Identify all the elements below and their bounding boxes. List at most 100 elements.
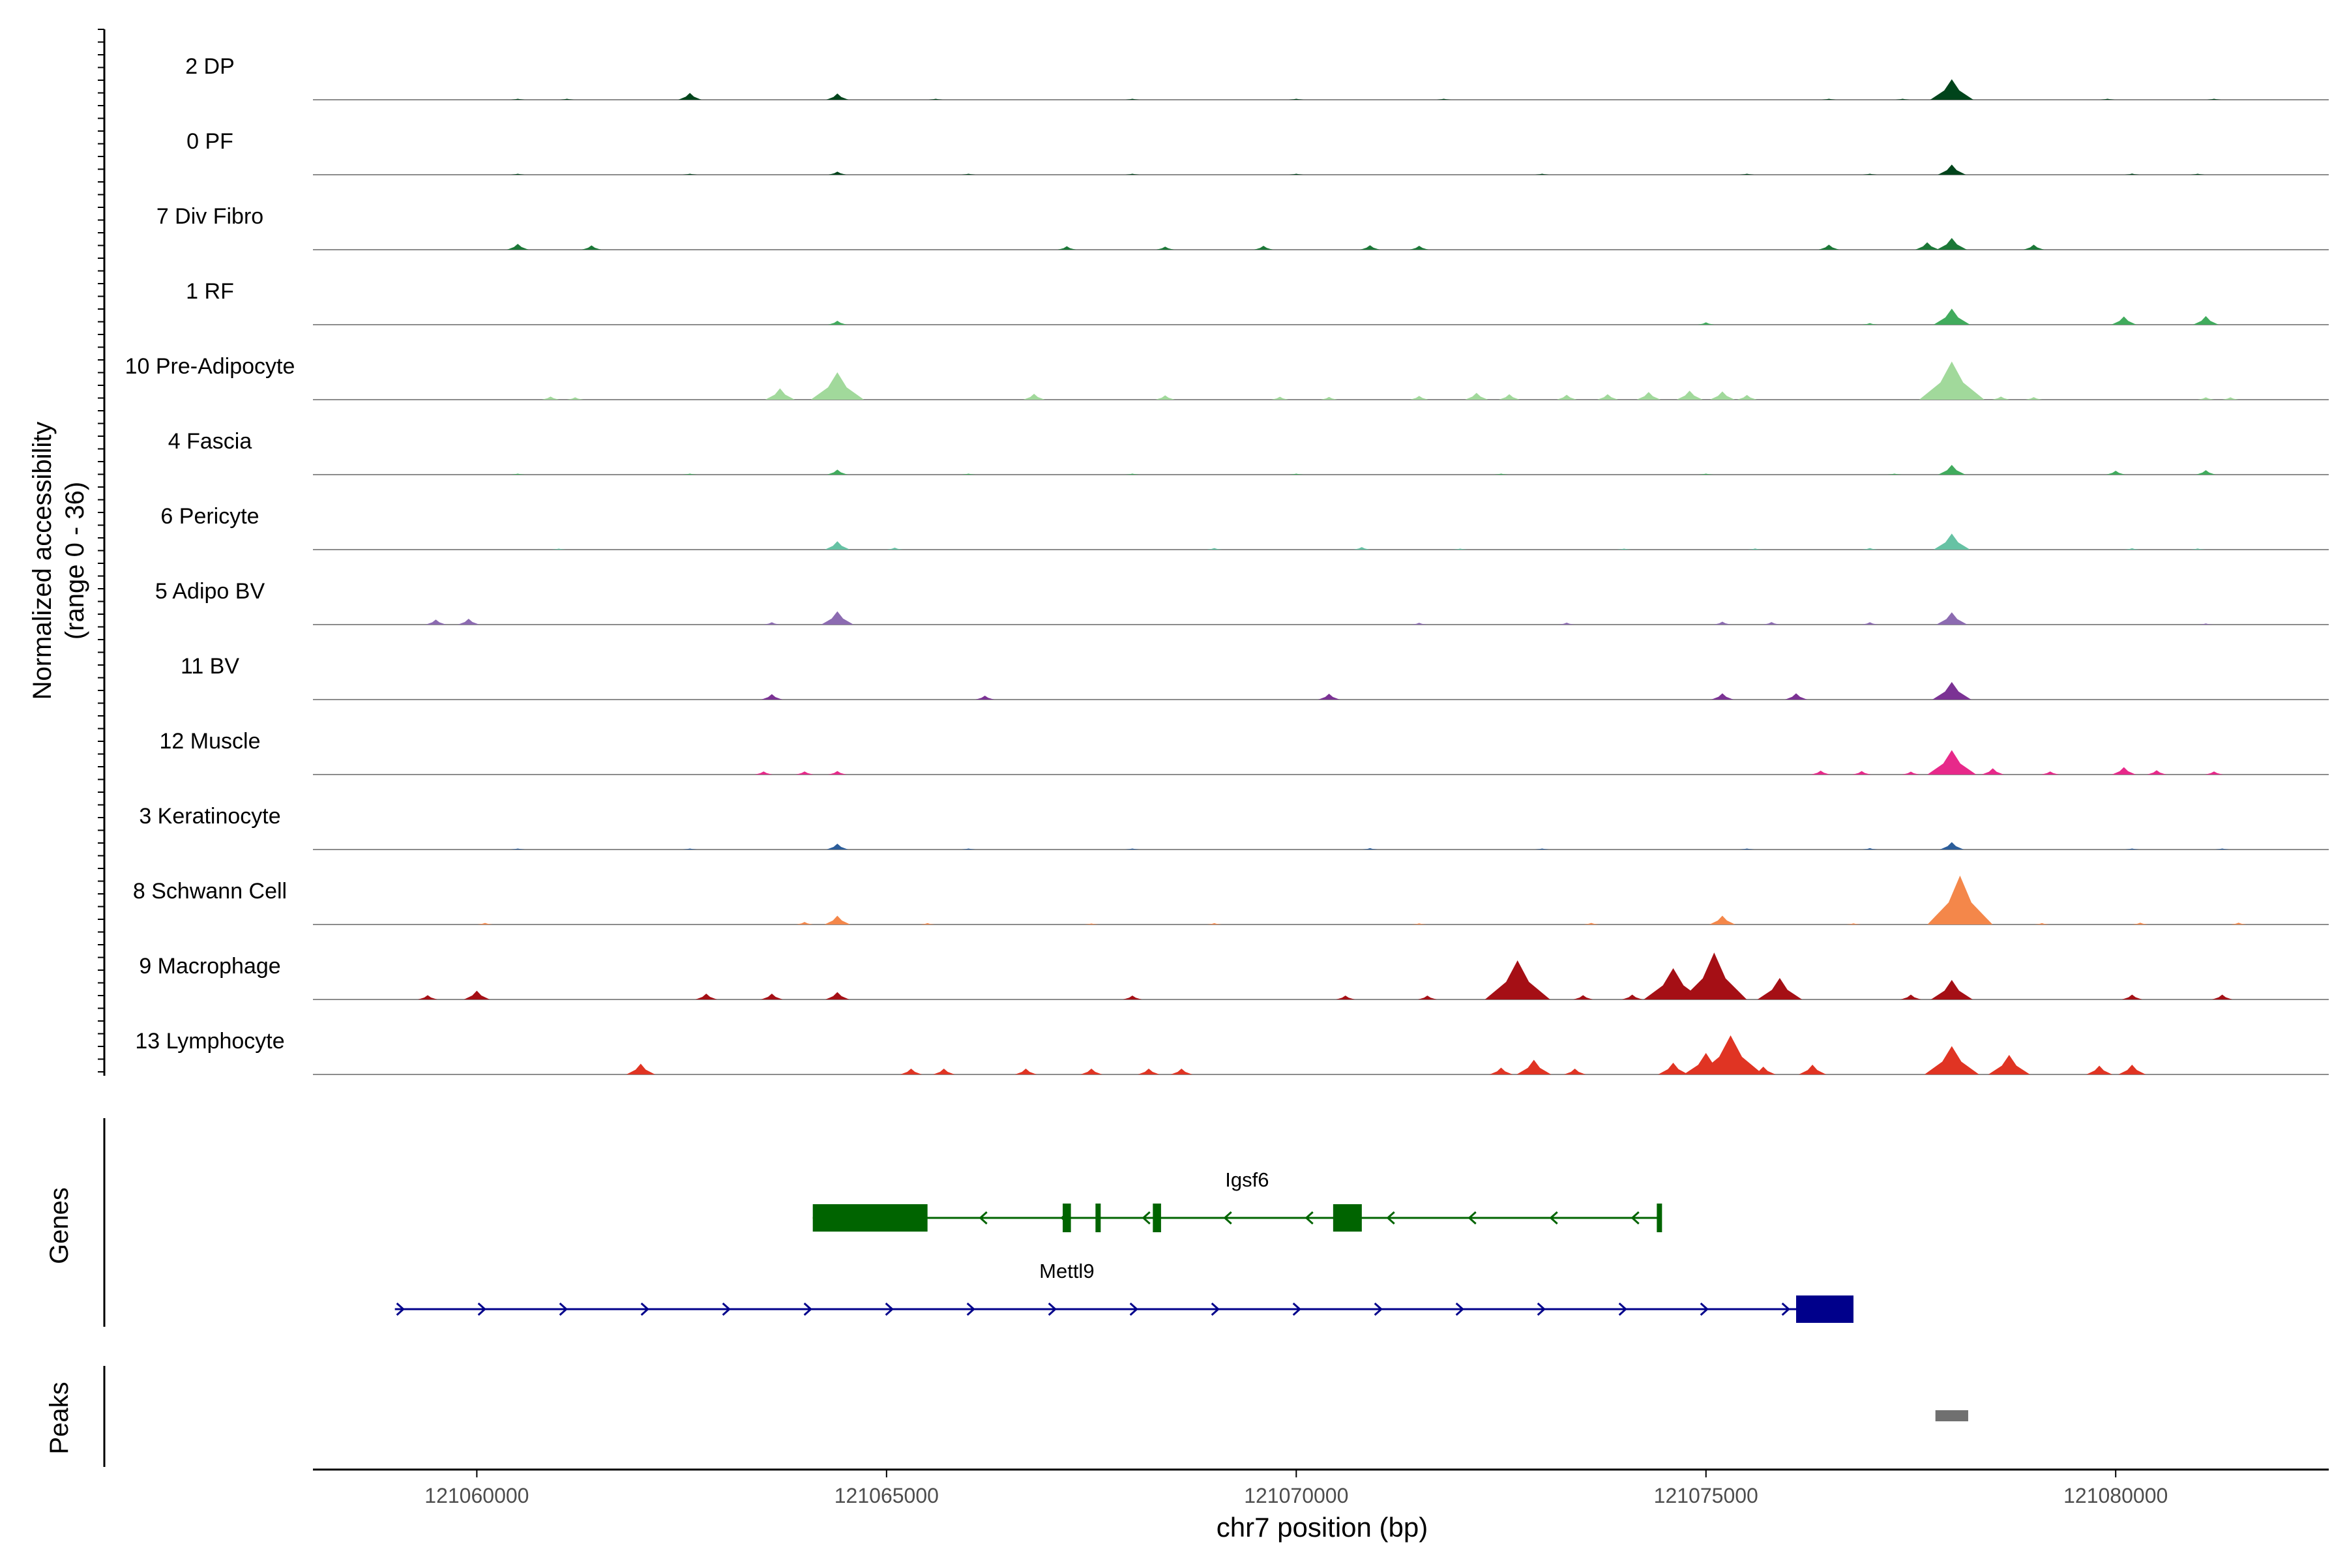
- gene-igsf6: Igsf6: [812, 1168, 1662, 1232]
- coverage-peak: [1465, 392, 1488, 400]
- coverage-peak: [825, 992, 849, 999]
- track-label: 2 DP: [185, 54, 235, 79]
- coverage-peak: [477, 923, 493, 925]
- strand-chevron-icon: [1618, 1302, 1627, 1316]
- coverage-peak: [510, 173, 525, 175]
- coverage-peak: [827, 469, 848, 475]
- coverage-peak: [1138, 1069, 1160, 1074]
- track-12-muscle: 12 Muscle: [160, 729, 2329, 775]
- coverage-peak: [887, 548, 903, 550]
- track-label: 7 Div Fibro: [156, 204, 263, 229]
- coverage-peak: [828, 171, 846, 175]
- coverage-peak: [1125, 848, 1140, 850]
- coverage-peak: [1676, 391, 1703, 400]
- coverage-peak: [1556, 394, 1577, 400]
- coverage-peak: [1057, 246, 1076, 250]
- gene-label: Mettl9: [1039, 1260, 1094, 1282]
- coverage-peak: [2222, 397, 2239, 400]
- x-axis-label: chr7 position (bp): [1217, 1512, 1428, 1543]
- coverage-peak: [1737, 394, 1757, 400]
- coverage-peak: [2198, 623, 2213, 625]
- coverage-peak: [2034, 923, 2050, 925]
- gene-exon: [1796, 1295, 1853, 1323]
- track-label: 8 Schwann Cell: [133, 879, 287, 904]
- coverage-peak: [560, 98, 574, 100]
- coverage-peak: [961, 848, 976, 850]
- coverage-peak: [1938, 465, 1966, 475]
- coverage-peak: [1353, 547, 1370, 550]
- coverage-peak: [2100, 98, 2115, 100]
- coverage-peak: [1318, 694, 1340, 700]
- coverage-peak: [1516, 1059, 1552, 1074]
- coverage-peak: [2118, 1065, 2146, 1074]
- coverage-peak: [1418, 996, 1437, 999]
- coverage-peak: [1988, 1055, 2030, 1074]
- x-axis-tick-label: 121070000: [1244, 1484, 1348, 1507]
- coverage-peak: [1622, 994, 1643, 999]
- coverage-peak: [1410, 246, 1429, 250]
- coverage-peak: [695, 994, 717, 999]
- strand-chevron-icon: [1386, 1211, 1395, 1225]
- coverage-peak: [1861, 622, 1878, 625]
- coverage-peak: [1558, 623, 1575, 625]
- coverage-peak: [1900, 994, 1921, 999]
- coverage-peak: [1584, 923, 1599, 925]
- coverage-peak: [1927, 750, 1977, 775]
- coverage-peak: [1535, 848, 1550, 850]
- track-0-pf: 0 PF: [186, 129, 2329, 175]
- coverage-peak: [2197, 397, 2215, 400]
- strand-chevron-icon: [1142, 1211, 1151, 1225]
- coverage-peak: [1271, 396, 1289, 400]
- strand-chevron-icon: [1211, 1302, 1220, 1316]
- y-axis-label-line2: (range 0 - 36): [61, 482, 89, 640]
- coverage-peak: [1170, 1069, 1192, 1074]
- coverage-peak: [828, 321, 847, 325]
- coverage-peak: [1711, 693, 1734, 700]
- coverage-peak: [1846, 923, 1861, 925]
- x-axis-tick-label: 121065000: [834, 1484, 939, 1507]
- x-axis-tick-label: 121075000: [1654, 1484, 1758, 1507]
- coverage-peak: [2111, 316, 2136, 325]
- coverage-peak: [1484, 960, 1550, 999]
- coverage-peak: [1822, 98, 1836, 100]
- track-label: 1 RF: [186, 279, 234, 304]
- coverage-peak: [900, 1069, 923, 1074]
- coverage-peak: [1658, 1063, 1689, 1074]
- coverage-peak: [1410, 396, 1428, 400]
- coverage-peak: [2192, 316, 2219, 325]
- coverage-peak: [1320, 396, 1338, 400]
- gene-track: Igsf6 Mettl9: [103, 1118, 1853, 1327]
- coverage-peak: [1862, 323, 1878, 325]
- strand-chevron-icon: [885, 1302, 894, 1316]
- coverage-peak: [1927, 876, 1993, 925]
- strand-chevron-icon: [1700, 1302, 1709, 1316]
- gene-exon: [1095, 1204, 1101, 1232]
- gene-exon: [1153, 1204, 1161, 1232]
- coverage-peak: [826, 93, 849, 100]
- strand-chevron-icon: [1129, 1302, 1138, 1316]
- track-label: 6 Pericyte: [160, 504, 259, 529]
- coverage-peak: [458, 619, 480, 625]
- coverage-peak: [1411, 923, 1427, 925]
- coverage-peak: [1818, 244, 1839, 250]
- coverage-peak: [2190, 548, 2206, 550]
- coverage-peak: [1155, 395, 1175, 400]
- coverage-peak: [1156, 246, 1174, 250]
- coverage-peak: [1936, 238, 1967, 250]
- coverage-tracks: 2 DP 0 PF 7 Div Fibro 1 RF 10 Pre-Adipocyte 4…: [125, 54, 2329, 1075]
- coverage-peak: [1757, 978, 1803, 999]
- genes-track-label: Genes: [45, 1187, 74, 1264]
- coverage-peak: [1932, 682, 1971, 700]
- track-11-bv: 11 BV: [181, 654, 2329, 700]
- coverage-peak: [1014, 1069, 1037, 1074]
- coverage-peak: [567, 397, 583, 400]
- coverage-peak: [1535, 173, 1549, 175]
- track-label: 0 PF: [186, 129, 233, 154]
- coverage-peak: [2212, 994, 2233, 999]
- coverage-peak: [1895, 98, 1910, 100]
- coverage-peak: [1862, 848, 1878, 850]
- coverage-peak: [1573, 995, 1593, 999]
- strand-chevron-icon: [722, 1302, 731, 1316]
- coverage-peak: [464, 990, 490, 999]
